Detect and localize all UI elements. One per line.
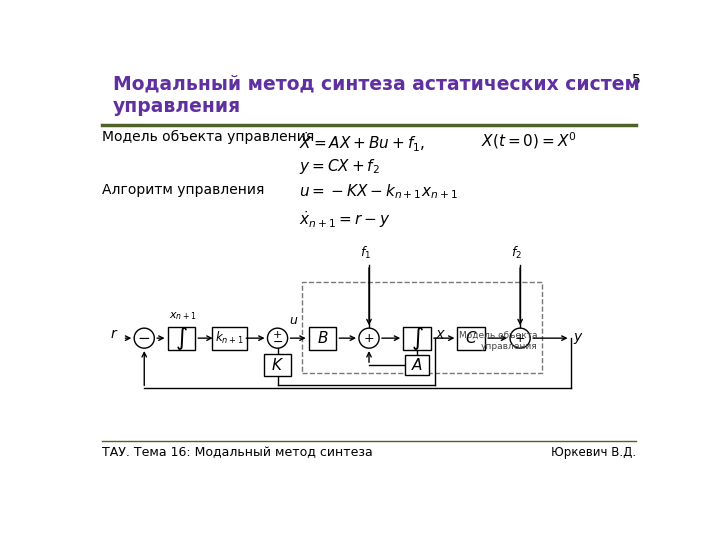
Text: управления: управления: [113, 97, 241, 116]
Text: $y$: $y$: [573, 330, 583, 346]
Text: $f_1$: $f_1$: [359, 245, 371, 261]
Text: $\dot{X} = AX + Bu + f_1,$: $\dot{X} = AX + Bu + f_1,$: [300, 130, 426, 154]
Text: $x_{n+1}$: $x_{n+1}$: [169, 310, 197, 322]
Text: $y = CX + f_2$: $y = CX + f_2$: [300, 157, 380, 176]
Text: $\dot{x}_{n+1} = r - y$: $\dot{x}_{n+1} = r - y$: [300, 210, 391, 231]
Bar: [264, 354, 291, 376]
Text: $u = -KX - k_{n+1}x_{n+1}$: $u = -KX - k_{n+1}x_{n+1}$: [300, 183, 458, 201]
Text: $C$: $C$: [465, 330, 477, 346]
Bar: [405, 355, 429, 375]
Ellipse shape: [134, 328, 154, 348]
Bar: [212, 327, 248, 350]
Text: +: +: [273, 330, 282, 340]
Bar: [403, 327, 431, 350]
Text: $\int$: $\int$: [175, 325, 188, 352]
Text: $\int$: $\int$: [410, 325, 423, 352]
Text: $f_2$: $f_2$: [510, 245, 522, 261]
Text: Модальный метод синтеза астатических систем: Модальный метод синтеза астатических сис…: [113, 74, 640, 93]
Text: $X$: $X$: [435, 329, 446, 342]
Text: $u$: $u$: [289, 314, 299, 327]
Ellipse shape: [359, 328, 379, 348]
Text: Алгоритм управления: Алгоритм управления: [102, 183, 264, 197]
Text: $B$: $B$: [317, 330, 328, 346]
Text: +: +: [515, 332, 526, 345]
Ellipse shape: [267, 328, 287, 348]
Text: $k_{n+1}$: $k_{n+1}$: [215, 330, 244, 346]
Text: ТАУ. Тема 16: Модальный метод синтеза: ТАУ. Тема 16: Модальный метод синтеза: [102, 446, 372, 459]
Text: −: −: [272, 336, 283, 349]
Ellipse shape: [510, 328, 530, 348]
Text: +: +: [364, 332, 374, 345]
Text: Модель объекта управления: Модель объекта управления: [102, 130, 314, 144]
Text: $A$: $A$: [411, 357, 423, 373]
Bar: [168, 327, 195, 350]
Text: Модель объекта
управления: Модель объекта управления: [459, 331, 538, 351]
Text: Юркевич В.Д.: Юркевич В.Д.: [552, 446, 636, 459]
Bar: [457, 327, 485, 350]
Text: −: −: [138, 330, 150, 346]
Text: 5: 5: [631, 72, 640, 86]
Text: $X(t=0) = X^0$: $X(t=0) = X^0$: [482, 130, 577, 151]
Text: $K$: $K$: [271, 357, 284, 373]
Bar: [309, 327, 336, 350]
Text: $r$: $r$: [110, 327, 119, 341]
Bar: [302, 282, 542, 373]
